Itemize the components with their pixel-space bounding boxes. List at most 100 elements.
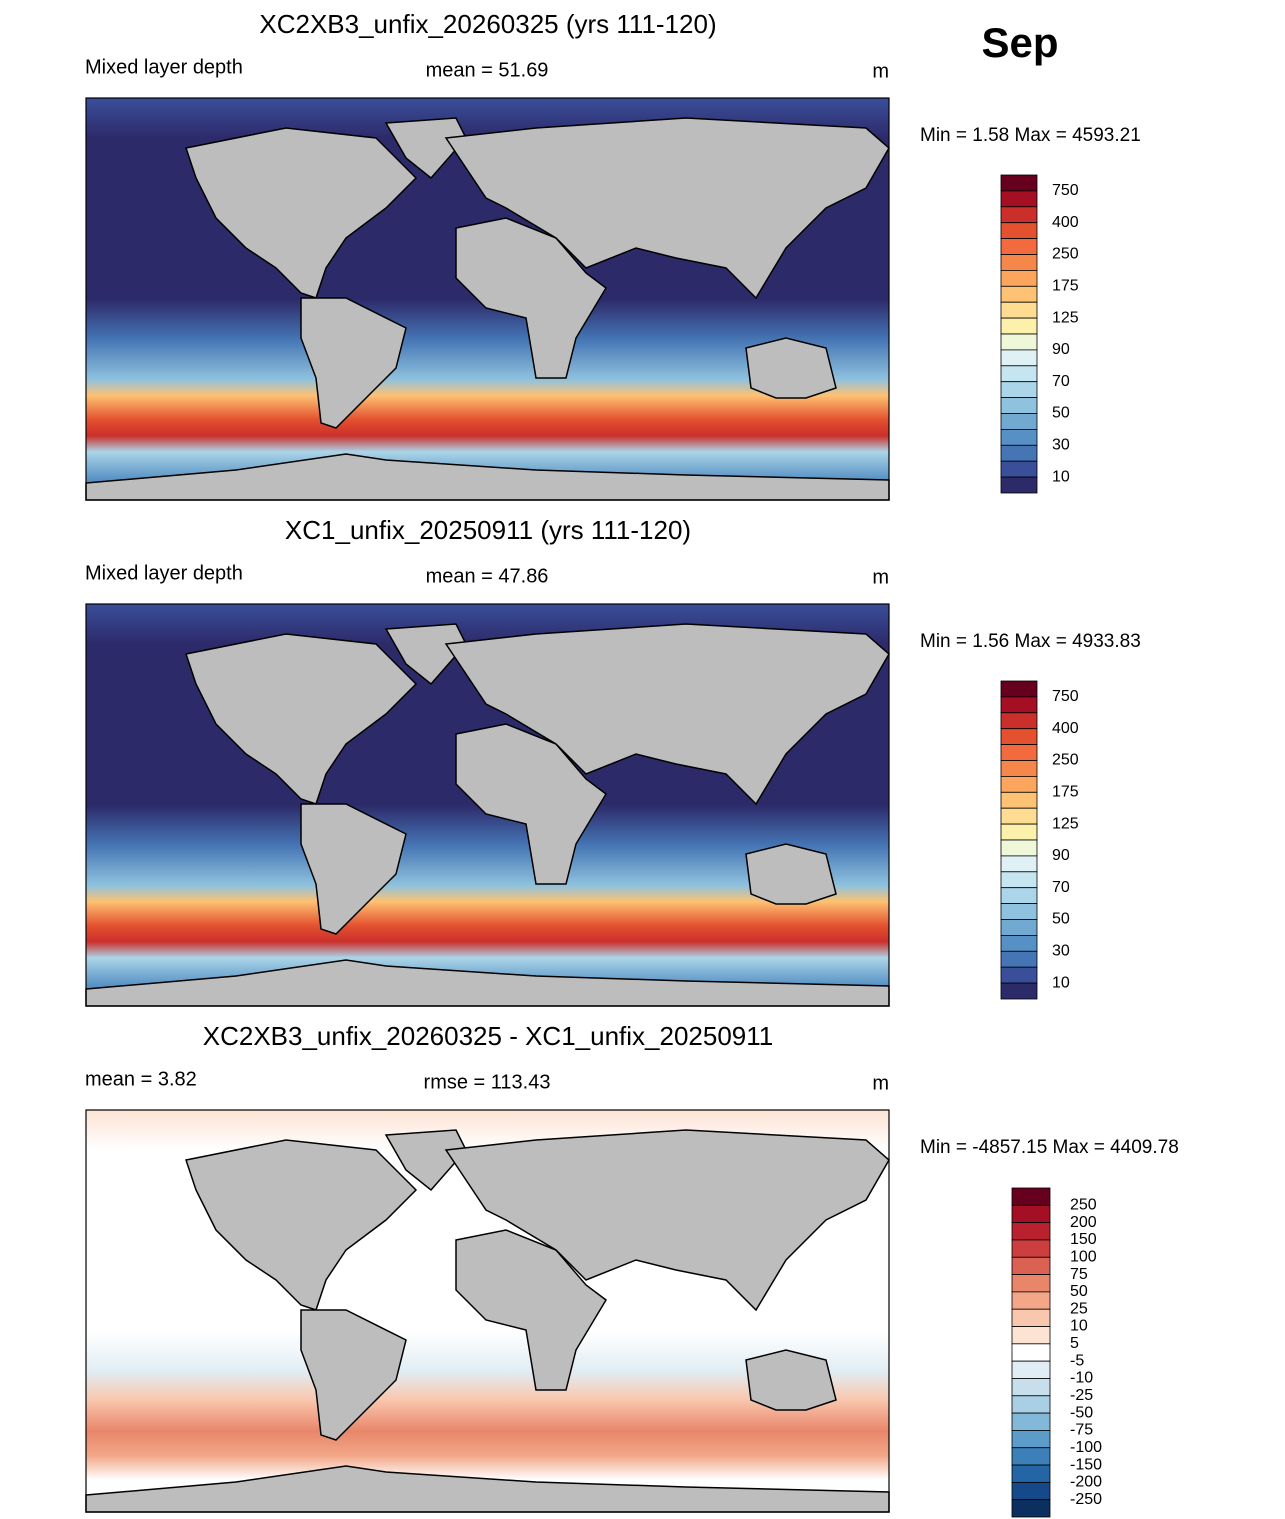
colorbar-label: 50 [1052, 405, 1070, 422]
colorbar-box [1000, 760, 1038, 777]
colorbar-label: 10 [1070, 1318, 1088, 1335]
colorbar-label: 250 [1052, 246, 1079, 263]
panel-title: XC2XB3_unfix_20260325 (yrs 111-120) [259, 9, 716, 39]
colorbar-label: 10 [1052, 974, 1070, 991]
colorbar-label: -100 [1070, 1439, 1102, 1456]
colorbar-label: 10 [1052, 468, 1070, 485]
colorbar-box [1000, 680, 1038, 698]
map-frame [85, 603, 890, 1007]
colorbar-box [1011, 1187, 1051, 1206]
units-label: m [872, 566, 889, 588]
colorbar-box [1011, 1412, 1051, 1431]
colorbar-box [1000, 238, 1038, 255]
colorbar-label: -250 [1070, 1491, 1102, 1508]
colorbar-box [1011, 1326, 1051, 1345]
colorbar-box [1011, 1447, 1051, 1466]
panel-title: XC1_unfix_20250911 (yrs 111-120) [285, 515, 691, 545]
colorbar-box [1000, 174, 1038, 192]
colorbar-label: 750 [1052, 182, 1079, 199]
colorbar-box [1000, 381, 1038, 399]
colorbar-box [1011, 1464, 1051, 1483]
units-label: m [872, 60, 889, 82]
colorbar-box [1011, 1222, 1051, 1241]
colorbar-box [1011, 1378, 1051, 1397]
colorbar-box [1000, 855, 1038, 873]
center-label: mean = 47.86 [426, 565, 549, 587]
colorbar-box [1000, 476, 1038, 494]
min-max: Min = 1.58 Max = 4593.21 [920, 125, 1141, 146]
colorbar-label: 90 [1052, 341, 1070, 358]
month-label: Sep [981, 19, 1058, 66]
colorbar-label: 25 [1070, 1300, 1088, 1317]
colorbar-box [1011, 1360, 1051, 1379]
colorbar-box [1000, 206, 1038, 224]
colorbar-box [1000, 728, 1038, 746]
colorbar-box [1000, 397, 1038, 414]
colorbar-box [1011, 1481, 1051, 1501]
colorbar-box [1000, 823, 1038, 841]
colorbar-box [1000, 935, 1038, 952]
colorbar-box [1000, 966, 1038, 984]
colorbar-label: -50 [1070, 1404, 1093, 1421]
colorbar-label: 90 [1052, 847, 1070, 864]
colorbar-label: 250 [1070, 1197, 1097, 1214]
left-label: Mixed layer depth [85, 562, 243, 584]
colorbar-label: -75 [1070, 1422, 1093, 1439]
colorbar-box [1000, 413, 1038, 430]
colorbar-box [1000, 254, 1038, 271]
colorbar-box [1000, 428, 1038, 446]
colorbar-box [1000, 285, 1038, 303]
colorbar-label: 400 [1052, 214, 1079, 231]
colorbar-label: -10 [1070, 1370, 1093, 1387]
map-frame [85, 97, 890, 501]
colorbar-label: 50 [1070, 1283, 1088, 1300]
colorbar-box [1000, 460, 1038, 478]
colorbar-label: 70 [1052, 879, 1070, 896]
colorbar-label: -25 [1070, 1387, 1093, 1404]
colorbar-box [1000, 444, 1038, 462]
center-label: mean = 51.69 [426, 59, 549, 81]
colorbar-box [1000, 807, 1038, 825]
left-label: Mixed layer depth [85, 56, 243, 78]
units-label: m [872, 1072, 889, 1094]
colorbar-box [1011, 1291, 1051, 1310]
colorbar-box [1000, 919, 1038, 936]
colorbar-box [1000, 744, 1038, 761]
colorbar-box [1000, 712, 1038, 730]
colorbar-box [1000, 333, 1038, 351]
colorbar-box [1000, 349, 1038, 367]
colorbar-label: 125 [1052, 309, 1079, 326]
colorbar-label: -200 [1070, 1474, 1102, 1491]
colorbar-box [1011, 1430, 1051, 1449]
colorbar-label: 150 [1070, 1231, 1097, 1248]
colorbar-label: 750 [1052, 688, 1079, 705]
colorbar-box [1000, 871, 1038, 889]
colorbar-label: 70 [1052, 373, 1070, 390]
colorbar-label: 5 [1070, 1335, 1079, 1352]
colorbar-label: 175 [1052, 278, 1079, 295]
colorbar-box [1000, 982, 1038, 1000]
colorbar-box [1011, 1274, 1051, 1293]
colorbar-label: 200 [1070, 1214, 1097, 1231]
colorbar-box [1011, 1204, 1051, 1224]
colorbar-label: 125 [1052, 815, 1079, 832]
colorbar-box [1000, 839, 1038, 857]
left-label: mean = 3.82 [85, 1068, 197, 1090]
center-label: rmse = 113.43 [424, 1071, 551, 1093]
colorbar-box [1011, 1395, 1051, 1414]
colorbar-label: 50 [1052, 911, 1070, 928]
colorbar-box [1000, 887, 1038, 905]
min-max: Min = 1.56 Max = 4933.83 [920, 631, 1141, 652]
colorbar-box [1011, 1499, 1051, 1518]
colorbar-label: 400 [1052, 720, 1079, 737]
colorbar-box [1000, 791, 1038, 809]
colorbar-label: 30 [1052, 943, 1070, 960]
colorbar-box [1011, 1308, 1051, 1327]
colorbar-box [1000, 950, 1038, 968]
colorbar-label: 100 [1070, 1248, 1097, 1265]
colorbar-label: 175 [1052, 784, 1079, 801]
colorbar-label: 250 [1052, 752, 1079, 769]
map-frame [85, 1109, 890, 1513]
colorbar-label: 75 [1070, 1266, 1088, 1283]
